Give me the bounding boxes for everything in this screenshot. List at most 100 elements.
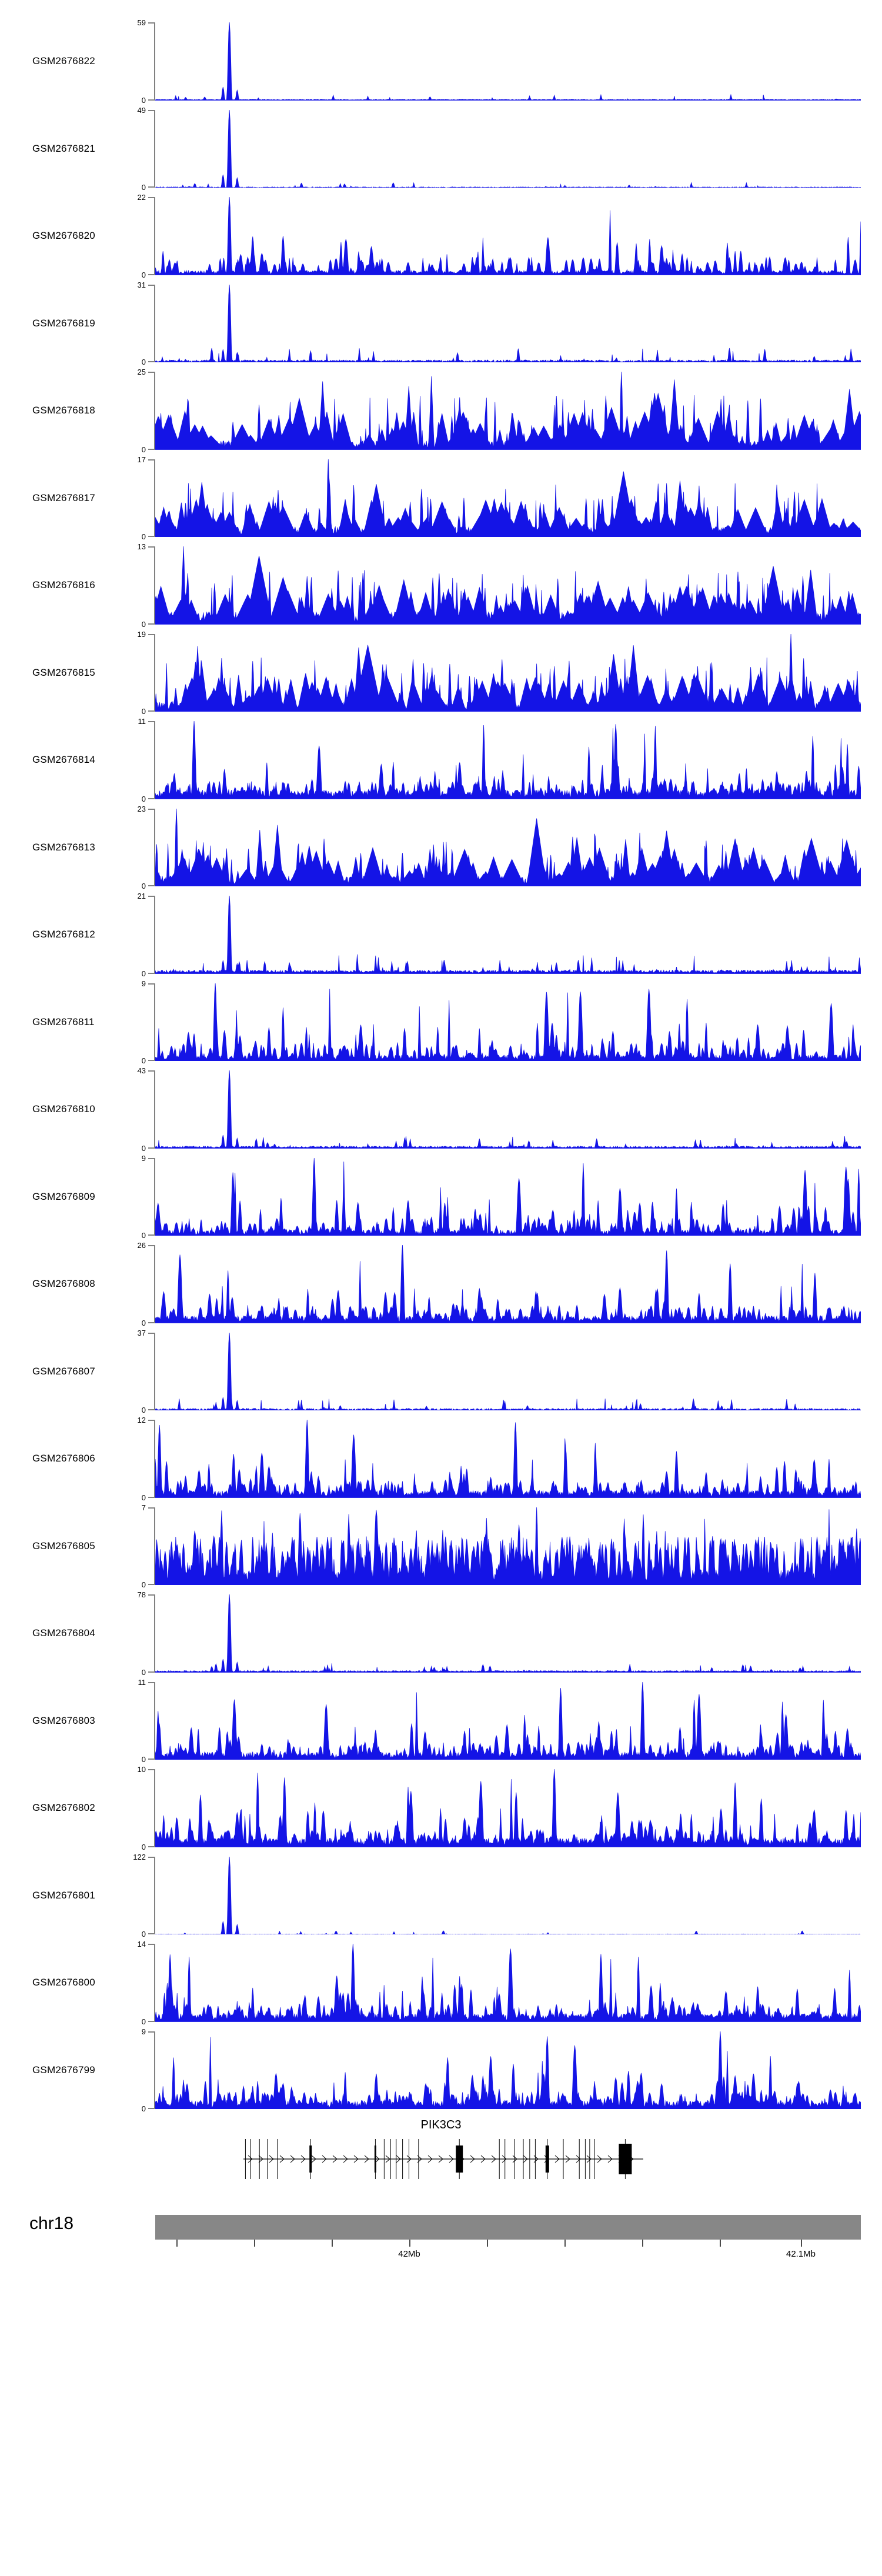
axis-max-value: 25: [137, 368, 146, 376]
coordinate-tick-label: 42.1Mb: [786, 2249, 816, 2259]
coordinate-tick: [332, 2240, 333, 2247]
axis-tick-max: [148, 459, 155, 461]
coverage-track: GSM2676806 12 0: [0, 1415, 882, 1503]
track-sample-label: GSM2676816: [32, 579, 95, 591]
track-y-axis: 14 0: [138, 1940, 155, 2026]
track-y-axis: 13 0: [138, 543, 155, 628]
axis-min-value: 0: [141, 882, 146, 890]
track-y-axis: 11 0: [138, 718, 155, 803]
coverage-track: GSM2676809 9 0: [0, 1153, 882, 1241]
track-sample-label: GSM2676799: [32, 2064, 95, 2076]
axis-min-value: 0: [141, 445, 146, 454]
axis-tick-min: [148, 273, 155, 275]
axis-max-value: 13: [137, 542, 146, 551]
axis-tick-min: [148, 1060, 155, 1061]
track-sample-label: GSM2676813: [32, 841, 95, 853]
track-sample-label: GSM2676807: [32, 1365, 95, 1377]
axis-tick-min: [148, 885, 155, 886]
coordinate-tick: [409, 2240, 410, 2247]
axis-max-value: 9: [141, 1153, 146, 1163]
coverage-track: GSM2676800 14 0: [0, 1939, 882, 2027]
track-sample-label: GSM2676812: [32, 929, 95, 940]
track-plot-area: [155, 109, 861, 188]
track-sample-label: GSM2676810: [32, 1103, 95, 1115]
chromosome-panel: chr18 42Mb 42.1Mb: [0, 2208, 882, 2278]
axis-tick-min: [148, 623, 155, 625]
axis-min-value: 0: [141, 619, 146, 629]
axis-max-value: 122: [133, 1852, 146, 1861]
axis-min-value: 0: [141, 2104, 146, 2113]
axis-tick-min: [148, 1409, 155, 1410]
track-sample-label: GSM2676809: [32, 1190, 95, 1202]
coverage-track: GSM2676801 122 0: [0, 1852, 882, 1940]
axis-tick-max: [148, 1594, 155, 1596]
coverage-track: GSM2676807 37 0: [0, 1328, 882, 1416]
axis-min-value: 0: [141, 270, 146, 279]
axis-max-value: 21: [137, 892, 146, 900]
axis-tick-max: [148, 1681, 155, 1683]
axis-max-value: 31: [137, 280, 146, 289]
track-plot-area: [155, 633, 861, 712]
coverage-track: GSM2676815 19 0: [0, 629, 882, 717]
coverage-track: GSM2676814 11 0: [0, 716, 882, 804]
coordinate-tick: [254, 2240, 255, 2247]
coordinate-tick: [487, 2240, 488, 2247]
track-y-axis: 31 0: [138, 281, 155, 366]
axis-max-value: 9: [141, 979, 146, 988]
track-sample-label: GSM2676802: [32, 1802, 95, 1814]
axis-max-value: 19: [137, 629, 146, 639]
axis-max-value: 22: [137, 193, 146, 202]
track-plot-area: [155, 1944, 861, 2022]
axis-min-value: 0: [141, 1580, 146, 1589]
axis-tick-max: [148, 1157, 155, 1159]
track-plot-area: [155, 896, 861, 974]
track-plot-area: [155, 1856, 861, 1934]
track-y-axis: 49 0: [138, 106, 155, 191]
axis-tick-max: [148, 1245, 155, 1246]
axis-tick-max: [148, 721, 155, 722]
axis-tick-max: [148, 372, 155, 373]
axis-max-value: 11: [138, 1677, 146, 1687]
axis-min-value: 0: [141, 2017, 146, 2026]
axis-max-value: 43: [137, 1066, 146, 1075]
track-sample-label: GSM2676820: [32, 230, 95, 242]
axis-min-value: 0: [141, 707, 146, 716]
track-y-axis: 21 0: [138, 892, 155, 977]
track-y-axis: 10 0: [138, 1766, 155, 1851]
coordinate-tick: [720, 2240, 721, 2247]
axis-tick-min: [148, 1759, 155, 1760]
track-plot-area: [155, 459, 861, 537]
track-y-axis: 122 0: [133, 1853, 155, 1938]
axis-tick-min: [148, 1671, 155, 1673]
axis-min-value: 0: [141, 1318, 146, 1327]
axis-min-value: 0: [141, 794, 146, 803]
track-plot-area: [155, 1420, 861, 1498]
axis-tick-max: [148, 633, 155, 635]
chromosome-coordinate-axis: 42Mb 42.1Mb: [155, 2240, 861, 2267]
track-y-axis: 11 0: [138, 1679, 155, 1763]
gene-name-label: PIK3C3: [420, 2118, 462, 2131]
axis-min-value: 0: [141, 1143, 146, 1153]
axis-tick-min: [148, 361, 155, 362]
axis-min-value: 0: [141, 358, 146, 366]
track-sample-label: GSM2676814: [32, 754, 95, 766]
axis-min-value: 0: [141, 1842, 146, 1851]
track-sample-label: GSM2676808: [32, 1278, 95, 1290]
axis-min-value: 0: [141, 532, 146, 541]
axis-tick-max: [148, 109, 155, 111]
axis-max-value: 59: [137, 18, 146, 27]
coverage-track: GSM2676816 13 0: [0, 542, 882, 629]
track-y-axis: 43 0: [138, 1067, 155, 1152]
axis-min-value: 0: [141, 969, 146, 978]
axis-min-value: 0: [141, 1667, 146, 1677]
gene-model-panel: PIK3C3: [0, 2118, 882, 2195]
track-plot-area: [155, 284, 861, 362]
axis-max-value: 49: [137, 105, 146, 115]
axis-tick-max: [148, 1769, 155, 1770]
axis-min-value: 0: [141, 1231, 146, 1240]
coordinate-tick: [176, 2240, 178, 2247]
coverage-track: GSM2676812 21 0: [0, 891, 882, 979]
